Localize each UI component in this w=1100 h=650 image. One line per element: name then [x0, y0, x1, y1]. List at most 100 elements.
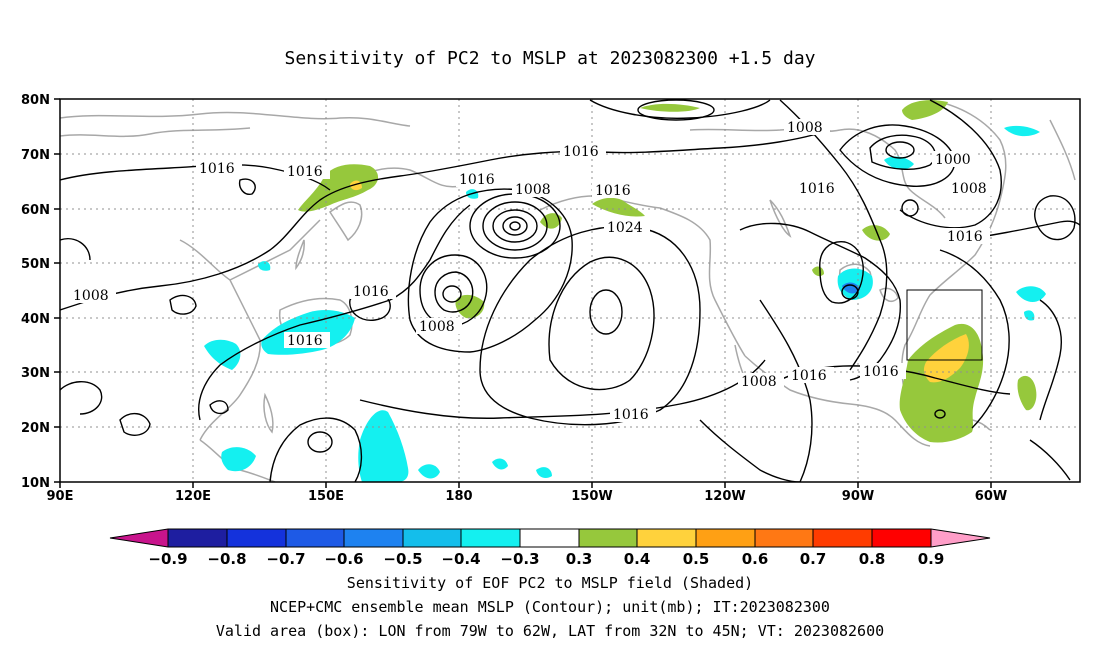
lon-label: 180 — [445, 489, 472, 504]
colorbar-label: −0.3 — [500, 550, 539, 568]
shade-positive — [298, 164, 379, 212]
shade-positive — [902, 100, 948, 120]
colorbar: −0.9 −0.8 −0.7 −0.6 −0.5 −0.4 −0.3 0.3 0… — [109, 528, 991, 568]
colorbar-cell — [520, 529, 579, 547]
shade-positive — [899, 323, 984, 443]
lon-label: 120W — [704, 489, 745, 504]
colorbar-label: −0.6 — [324, 550, 363, 568]
caption-line-1: Sensitivity of EOF PC2 to MSLP field (Sh… — [346, 574, 754, 592]
shade-negative — [536, 467, 552, 478]
contour-label: 1008 — [419, 319, 455, 335]
shade-negative — [358, 410, 409, 482]
lat-label: 20N — [21, 421, 50, 436]
colorbar-cell — [461, 529, 520, 547]
lat-label: 50N — [21, 257, 50, 272]
shade-negative — [204, 339, 241, 370]
colorbar-label: −0.4 — [441, 550, 480, 568]
colorbar-cell — [344, 529, 403, 547]
lon-label: 90W — [842, 489, 874, 504]
lat-label: 10N — [21, 476, 50, 491]
latitude-labels: 80N 70N 60N 50N 40N 30N 20N 10N — [21, 93, 50, 491]
colorbar-cell — [872, 529, 931, 547]
contour-label: 1016 — [799, 181, 835, 197]
lon-label: 120E — [175, 489, 211, 504]
shade-moderate — [350, 180, 362, 191]
shade-moderate — [923, 334, 969, 383]
colorbar-cell — [227, 529, 286, 547]
lon-label: 150W — [571, 489, 612, 504]
contour-label: 1016 — [563, 144, 599, 160]
sensitivity-shading — [204, 100, 1046, 482]
contour-label: 1008 — [515, 182, 551, 198]
contour-label: 1016 — [595, 183, 631, 199]
contour-label: 1016 — [791, 368, 827, 384]
shade-negative — [258, 261, 271, 271]
contour-label: 1024 — [607, 220, 643, 236]
longitude-labels: 90E 120E 150E 180 150W 120W 90W 60W — [47, 489, 1008, 504]
colorbar-label: −0.5 — [383, 550, 422, 568]
lat-label: 70N — [21, 148, 50, 163]
colorbar-label: −0.7 — [266, 550, 305, 568]
colorbar-label: 0.8 — [859, 550, 886, 568]
colorbar-cell — [813, 529, 872, 547]
contour-label: 1008 — [787, 120, 823, 136]
shade-positive — [862, 225, 890, 241]
lat-label: 60N — [21, 203, 50, 218]
shade-negative — [221, 447, 256, 472]
colorbar-cell — [931, 529, 990, 547]
colorbar-cell — [168, 529, 227, 547]
valid-area-box — [906, 289, 983, 361]
colorbar-cell — [755, 529, 813, 547]
shade-negative — [1016, 286, 1046, 302]
shade-positive — [812, 266, 824, 277]
contour-label: 1008 — [951, 181, 987, 197]
shade-negative — [418, 464, 440, 479]
lon-label: 60W — [975, 489, 1007, 504]
caption-line-3: Valid area (box): LON from 79W to 62W, L… — [215, 622, 885, 640]
contour-label: 1016 — [353, 284, 389, 300]
colorbar-cell — [110, 529, 168, 547]
shade-negative — [1004, 125, 1040, 137]
colorbar-label: 0.7 — [800, 550, 827, 568]
contour-label: 1016 — [287, 333, 323, 349]
colorbar-label: −0.9 — [148, 550, 187, 568]
lat-label: 80N — [21, 93, 50, 108]
map-title: Sensitivity of PC2 to MSLP at 2023082300… — [284, 48, 816, 69]
colorbar-label: 0.6 — [742, 550, 769, 568]
colorbar-cell — [637, 529, 696, 547]
axis-ticks — [54, 98, 992, 488]
lon-label: 150E — [308, 489, 344, 504]
shade-negative — [492, 458, 508, 470]
lat-label: 40N — [21, 312, 50, 327]
contour-label: 1016 — [947, 229, 983, 245]
colorbar-cell — [579, 529, 637, 547]
contour-labels: 1016 1016 1016 1016 1016 1008 1016 1024 … — [70, 119, 994, 423]
shade-positive — [455, 294, 485, 319]
contour-label: 1016 — [199, 161, 235, 177]
contour-label: 1016 — [613, 407, 649, 423]
shade-positive — [1017, 375, 1037, 411]
colorbar-label: 0.3 — [566, 550, 593, 568]
colorbar-label: −0.8 — [207, 550, 246, 568]
shade-positive — [592, 197, 645, 217]
colorbar-label: 0.9 — [918, 550, 945, 568]
contour-label: 1016 — [459, 172, 495, 188]
colorbar-label: 0.4 — [624, 550, 651, 568]
shade-negative — [1024, 310, 1035, 321]
lat-label: 30N — [21, 366, 50, 381]
contour-label: 1008 — [73, 288, 109, 304]
shade-negative — [884, 156, 914, 170]
contour-label: 1016 — [287, 164, 323, 180]
map-frame — [59, 98, 1081, 483]
caption-line-2: NCEP+CMC ensemble mean MSLP (Contour); u… — [270, 598, 830, 616]
shade-positive — [640, 103, 700, 112]
colorbar-label: 0.5 — [683, 550, 710, 568]
contour-label: 1000 — [935, 152, 971, 168]
colorbar-cell — [403, 529, 461, 547]
contour-label: 1008 — [741, 374, 777, 390]
lon-label: 90E — [47, 489, 74, 504]
contour-label: 1016 — [863, 364, 899, 380]
colorbar-cell — [696, 529, 755, 547]
colorbar-cell — [286, 529, 344, 547]
